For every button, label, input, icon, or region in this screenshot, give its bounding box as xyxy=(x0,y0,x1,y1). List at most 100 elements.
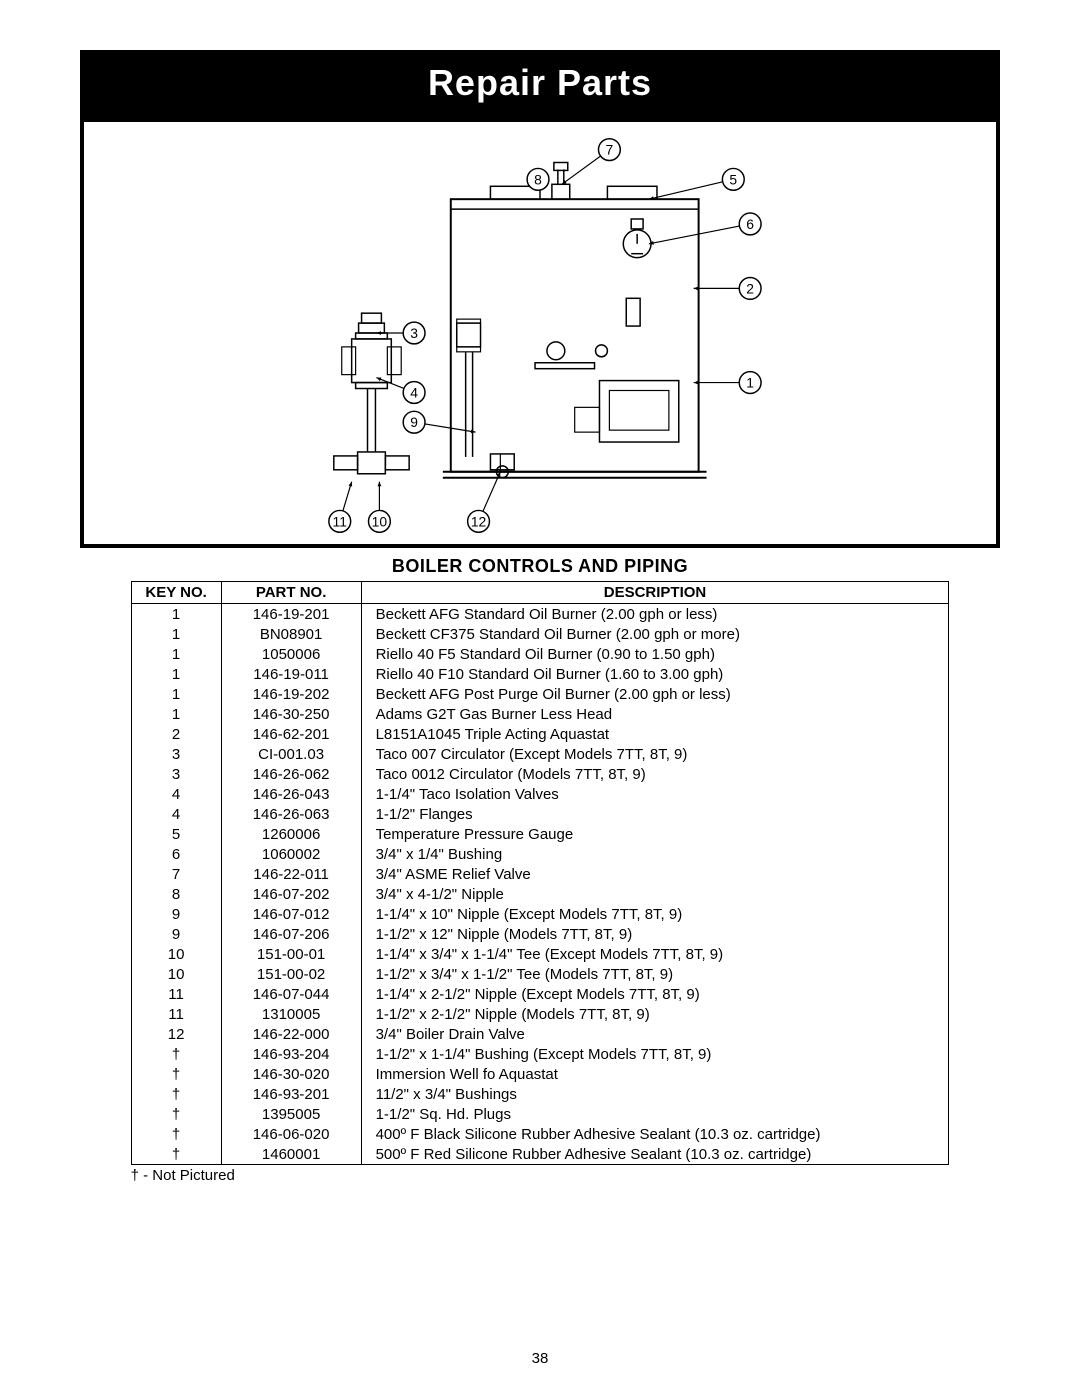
callout-number: 8 xyxy=(534,171,542,187)
callout-number: 9 xyxy=(410,414,418,430)
cell-key-no: 9 xyxy=(131,924,221,944)
cell-part-no: 146-26-063 xyxy=(221,804,361,824)
callout-number: 2 xyxy=(746,280,754,296)
cell-description: L8151A1045 Triple Acting Aquastat xyxy=(361,724,949,744)
cell-key-no: † xyxy=(131,1104,221,1124)
cell-key-no: † xyxy=(131,1124,221,1144)
table-row: 4146-26-0431-1/4" Taco Isolation Valves xyxy=(131,784,949,804)
table-row: †146-93-2041-1/2" x 1-1/4" Bushing (Exce… xyxy=(131,1044,949,1064)
cell-description: Immersion Well fo Aquastat xyxy=(361,1064,949,1084)
table-row: 1BN08901Beckett CF375 Standard Oil Burne… xyxy=(131,624,949,644)
table-row: 11146-07-0441-1/4" x 2-1/2" Nipple (Exce… xyxy=(131,984,949,1004)
table-row: †146-30-020Immersion Well fo Aquastat xyxy=(131,1064,949,1084)
cell-key-no: † xyxy=(131,1044,221,1064)
cell-part-no: 146-93-204 xyxy=(221,1044,361,1064)
table-row: 51260006Temperature Pressure Gauge xyxy=(131,824,949,844)
page: Repair Parts xyxy=(0,0,1080,1397)
section-title: BOILER CONTROLS AND PIPING xyxy=(80,556,1000,577)
cell-description: 400º F Black Silicone Rubber Adhesive Se… xyxy=(361,1124,949,1144)
cell-part-no: 146-07-206 xyxy=(221,924,361,944)
table-row: 610600023/4" x 1/4" Bushing xyxy=(131,844,949,864)
cell-description: Beckett AFG Post Purge Oil Burner (2.00 … xyxy=(361,684,949,704)
cell-part-no: 146-07-202 xyxy=(221,884,361,904)
callout-number: 6 xyxy=(746,216,754,232)
cell-part-no: 151-00-02 xyxy=(221,964,361,984)
callout-number: 1 xyxy=(746,375,754,391)
table-row: †1460001500º F Red Silicone Rubber Adhes… xyxy=(131,1144,949,1165)
table-row: 11050006Riello 40 F5 Standard Oil Burner… xyxy=(131,644,949,664)
cell-description: 1-1/2" Sq. Hd. Plugs xyxy=(361,1104,949,1124)
cell-key-no: 12 xyxy=(131,1024,221,1044)
cell-description: 1-1/4" x 10" Nipple (Except Models 7TT, … xyxy=(361,904,949,924)
cell-description: Temperature Pressure Gauge xyxy=(361,824,949,844)
cell-part-no: 146-26-062 xyxy=(221,764,361,784)
cell-key-no: 8 xyxy=(131,884,221,904)
cell-description: Taco 007 Circulator (Except Models 7TT, … xyxy=(361,744,949,764)
table-row: 8146-07-2023/4" x 4-1/2" Nipple xyxy=(131,884,949,904)
cell-part-no: 146-19-202 xyxy=(221,684,361,704)
cell-part-no: 146-30-020 xyxy=(221,1064,361,1084)
cell-description: 3/4" Boiler Drain Valve xyxy=(361,1024,949,1044)
cell-key-no: 9 xyxy=(131,904,221,924)
cell-key-no: 5 xyxy=(131,824,221,844)
cell-description: 1-1/2" x 2-1/2" Nipple (Models 7TT, 8T, … xyxy=(361,1004,949,1024)
table-row: 1113100051-1/2" x 2-1/2" Nipple (Models … xyxy=(131,1004,949,1024)
col-part-no: PART NO. xyxy=(221,582,361,604)
cell-key-no: 2 xyxy=(131,724,221,744)
table-header-row: KEY NO. PART NO. DESCRIPTION xyxy=(131,582,949,604)
cell-key-no: 1 xyxy=(131,624,221,644)
cell-key-no: 3 xyxy=(131,744,221,764)
cell-part-no: 1460001 xyxy=(221,1144,361,1165)
cell-key-no: 4 xyxy=(131,784,221,804)
table-row: 4146-26-0631-1/2" Flanges xyxy=(131,804,949,824)
table-row: †146-06-020400º F Black Silicone Rubber … xyxy=(131,1124,949,1144)
cell-description: 3/4" x 4-1/2" Nipple xyxy=(361,884,949,904)
table-row: 7146-22-0113/4" ASME Relief Valve xyxy=(131,864,949,884)
cell-key-no: † xyxy=(131,1144,221,1165)
cell-part-no: BN08901 xyxy=(221,624,361,644)
cell-description: 1-1/4" x 3/4" x 1-1/4" Tee (Except Model… xyxy=(361,944,949,964)
cell-part-no: 146-07-012 xyxy=(221,904,361,924)
cell-description: 1-1/2" x 3/4" x 1-1/2" Tee (Models 7TT, … xyxy=(361,964,949,984)
cell-part-no: 1050006 xyxy=(221,644,361,664)
callout-number: 4 xyxy=(410,384,418,400)
cell-description: Riello 40 F10 Standard Oil Burner (1.60 … xyxy=(361,664,949,684)
cell-description: 1-1/4" Taco Isolation Valves xyxy=(361,784,949,804)
cell-key-no: 11 xyxy=(131,984,221,1004)
cell-part-no: 1060002 xyxy=(221,844,361,864)
cell-key-no: 1 xyxy=(131,704,221,724)
table-row: 1146-19-011Riello 40 F10 Standard Oil Bu… xyxy=(131,664,949,684)
cell-part-no: 1310005 xyxy=(221,1004,361,1024)
cell-part-no: 146-19-201 xyxy=(221,604,361,625)
table-row: 9146-07-0121-1/4" x 10" Nipple (Except M… xyxy=(131,904,949,924)
cell-part-no: 1260006 xyxy=(221,824,361,844)
col-description: DESCRIPTION xyxy=(361,582,949,604)
cell-key-no: 3 xyxy=(131,764,221,784)
cell-part-no: 146-93-201 xyxy=(221,1084,361,1104)
cell-description: Riello 40 F5 Standard Oil Burner (0.90 t… xyxy=(361,644,949,664)
cell-part-no: 146-22-000 xyxy=(221,1024,361,1044)
callout-number: 10 xyxy=(372,513,388,529)
cell-key-no: † xyxy=(131,1084,221,1104)
cell-key-no: 1 xyxy=(131,644,221,664)
table-row: 10151-00-011-1/4" x 3/4" x 1-1/4" Tee (E… xyxy=(131,944,949,964)
cell-description: 1-1/2" x 12" Nipple (Models 7TT, 8T, 9) xyxy=(361,924,949,944)
cell-part-no: 146-07-044 xyxy=(221,984,361,1004)
callout-number: 5 xyxy=(729,171,737,187)
cell-key-no: 4 xyxy=(131,804,221,824)
cell-description: 1-1/2" Flanges xyxy=(361,804,949,824)
page-number: 38 xyxy=(0,1350,1080,1367)
cell-description: Beckett AFG Standard Oil Burner (2.00 gp… xyxy=(361,604,949,625)
cell-key-no: 1 xyxy=(131,604,221,625)
cell-description: Taco 0012 Circulator (Models 7TT, 8T, 9) xyxy=(361,764,949,784)
table-row: 10151-00-021-1/2" x 3/4" x 1-1/2" Tee (M… xyxy=(131,964,949,984)
table-row: 12146-22-0003/4" Boiler Drain Valve xyxy=(131,1024,949,1044)
table-row: 3CI-001.03Taco 007 Circulator (Except Mo… xyxy=(131,744,949,764)
cell-description: 3/4" x 1/4" Bushing xyxy=(361,844,949,864)
cell-key-no: 11 xyxy=(131,1004,221,1024)
cell-key-no: 6 xyxy=(131,844,221,864)
cell-key-no: 10 xyxy=(131,964,221,984)
cell-part-no: 146-26-043 xyxy=(221,784,361,804)
footnote: † - Not Pictured xyxy=(131,1167,950,1184)
cell-part-no: 146-30-250 xyxy=(221,704,361,724)
